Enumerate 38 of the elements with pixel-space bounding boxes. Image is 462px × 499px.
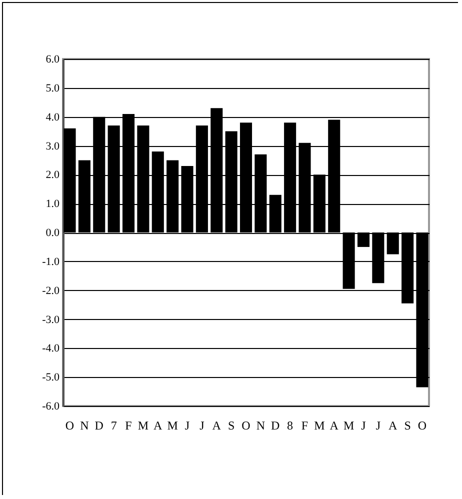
x-tick-label: M [138, 418, 149, 432]
y-tick-label: -6.0 [42, 400, 60, 412]
y-tick-label: -2.0 [42, 284, 60, 297]
y-tick-label: -5.0 [42, 372, 60, 384]
x-tick-label: O [242, 418, 251, 432]
y-tick-label: 4.0 [46, 111, 60, 124]
y-tick-label: -3.0 [42, 314, 60, 326]
x-tick-label: A [212, 418, 222, 432]
x-tick-label: A [388, 418, 398, 432]
y-tick-label: 6.0 [46, 54, 60, 66]
x-tick-label: 7 [110, 418, 117, 432]
y-tick-label: -1.0 [42, 256, 60, 268]
y-tick-label: 0.0 [46, 227, 60, 239]
x-tick-label: D [94, 418, 104, 432]
y-tick-label: 1.0 [46, 198, 60, 210]
x-tick-label: J [200, 418, 205, 432]
x-tick-label: J [376, 418, 381, 432]
y-tick-label: 5.0 [46, 82, 60, 94]
x-tick-label: 8 [287, 418, 294, 432]
x-tick-label: F [301, 418, 308, 432]
y-tick-label: 3.0 [46, 140, 60, 152]
x-tick-label: N [80, 418, 90, 432]
x-tick-label: M [314, 418, 326, 432]
x-tick-label: J [361, 418, 366, 432]
x-tick-label: D [271, 418, 280, 432]
x-tick-label: A [330, 418, 339, 432]
x-tick-label: J [184, 418, 190, 432]
x-tick-label: N [256, 418, 266, 432]
x-tick-label: S [228, 418, 235, 432]
x-tick-label: S [404, 418, 411, 432]
x-tick-label: F [125, 418, 132, 432]
x-tick-label: A [154, 418, 163, 432]
x-tick-label: M [343, 418, 354, 432]
x-tick-label: O [418, 418, 427, 432]
x-tick-label: O [65, 418, 74, 432]
x-tick-label: M [167, 418, 178, 432]
y-tick-label: -4.0 [42, 342, 60, 355]
y-tick-label: 2.0 [46, 169, 60, 182]
